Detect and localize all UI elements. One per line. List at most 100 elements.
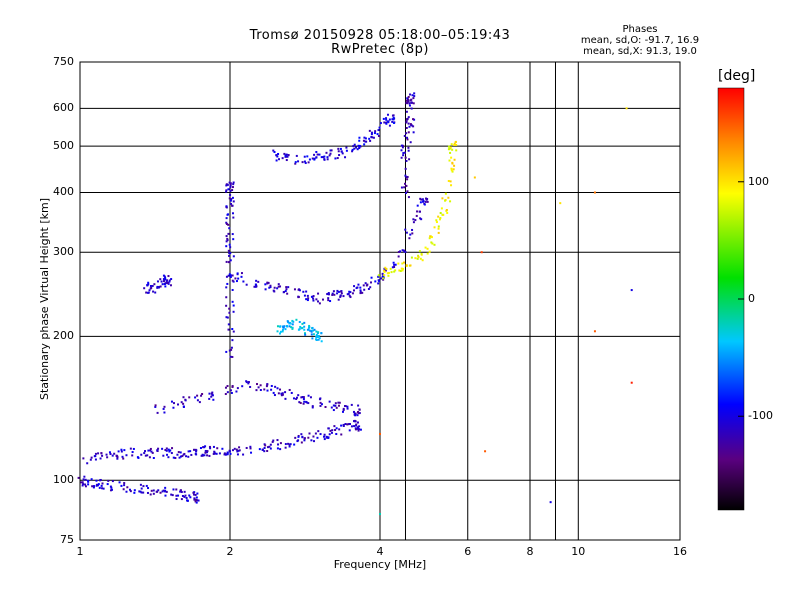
lower-E-trace-point [213, 450, 216, 453]
F1-trace-point [369, 281, 372, 284]
F2-upper-arc-point [318, 153, 321, 156]
X-mode-trace-point [433, 243, 436, 246]
F1-trace-point [425, 198, 428, 201]
X-mode-trace-point [385, 267, 388, 270]
lower-E-trace-point [185, 455, 188, 458]
cyan-cluster-point [276, 330, 279, 333]
scattered-point [379, 513, 381, 516]
cyan-cluster-point [304, 333, 307, 336]
mid-layer-point [270, 388, 273, 391]
y-tick-label: 75 [60, 533, 74, 546]
F1-trace-point [382, 275, 385, 278]
lower-E-trace-point [165, 449, 168, 452]
isolated-patch-point [170, 278, 173, 281]
F-vertical-at-2MHz-point [232, 330, 235, 333]
F1-trace-point [331, 293, 334, 296]
F1-cusp-point [407, 116, 410, 119]
mid-layer-point [279, 388, 282, 391]
lower-E-trace-point [303, 437, 306, 440]
F1-trace-point [346, 293, 349, 296]
isolated-patch-point [165, 281, 168, 284]
cyan-cluster-point [299, 325, 302, 328]
cyan-cluster-point [288, 325, 291, 328]
mid-layer-point [236, 387, 239, 390]
F1-trace-point [414, 219, 417, 222]
F1-cusp-point [406, 117, 409, 120]
cyan-cluster-point [284, 328, 287, 331]
F-vertical-at-2MHz-point [231, 204, 234, 207]
F-vertical-at-2MHz-point [227, 232, 230, 235]
es-cluster-low-point [175, 488, 178, 491]
F1-trace-point [318, 302, 321, 305]
F1-trace-point [361, 291, 364, 294]
F1-trace-point [327, 297, 330, 300]
lower-E-trace-point [174, 457, 177, 460]
grid-lines [79, 61, 681, 541]
mid-layer-point [319, 401, 322, 404]
mid-layer-point [208, 397, 211, 400]
cyan-cluster-point [279, 325, 282, 328]
cyan-cluster-point [315, 339, 318, 342]
es-cluster-low-point [81, 481, 84, 484]
lower-E-trace-point [277, 443, 280, 446]
F1-trace-point [321, 298, 324, 301]
lower-E-trace-point [218, 452, 221, 455]
X-mode-trace-point [387, 271, 390, 274]
X-mode-trace-point [401, 267, 404, 270]
F2-upper-arc-point [382, 117, 385, 120]
F1-cusp-point [406, 190, 409, 193]
F-vertical-at-2MHz-point [226, 213, 229, 216]
F1-cusp-point [412, 97, 415, 100]
F1-trace-point [394, 263, 397, 266]
X-mode-trace-point [450, 143, 453, 146]
X-mode-trace-point [405, 264, 408, 267]
lower-E-trace-point [258, 448, 261, 451]
F2-upper-arc-point [316, 153, 319, 156]
es-cluster-low-point [80, 481, 83, 484]
F1-trace-point [416, 210, 419, 213]
F2-upper-arc-point [323, 155, 326, 158]
F1-trace-point [277, 283, 280, 286]
mid-layer-point [302, 397, 305, 400]
mid-layer-point [307, 394, 310, 397]
F2-upper-arc-point [303, 160, 306, 163]
F1-cusp-point [410, 101, 413, 104]
F2-upper-arc-point [323, 158, 326, 161]
lower-E-trace-point [276, 439, 279, 442]
lower-E-trace-point [266, 449, 269, 452]
es-cluster-low-point [82, 478, 85, 481]
X-mode-trace-point [420, 252, 423, 255]
X-mode-trace-point [431, 242, 434, 245]
lower-E-trace-point [129, 447, 132, 450]
F-vertical-at-2MHz-point [228, 227, 231, 230]
lower-E-trace-point [177, 451, 180, 454]
es-cluster-low-point [197, 499, 200, 502]
lower-E-trace-point [249, 445, 252, 448]
lower-E-trace-point [200, 454, 203, 457]
F1-cusp-point [407, 95, 410, 98]
F-vertical-at-2MHz-point [226, 183, 229, 186]
lower-E-trace-point [143, 452, 146, 455]
F2-upper-arc-point [336, 157, 339, 160]
lower-E-trace-point [356, 427, 359, 430]
mid-layer-point [172, 402, 175, 405]
F-vertical-at-2MHz-point [225, 316, 228, 319]
es-cluster-low-point [107, 479, 110, 482]
F1-trace-point [273, 286, 276, 289]
F1-trace-point [423, 203, 426, 206]
es-cluster-low-point [162, 489, 165, 492]
mid-layer-point [196, 394, 199, 397]
X-mode-trace-point [454, 140, 457, 143]
mid-layer-point [266, 383, 269, 386]
lower-E-trace-point [313, 440, 316, 443]
F1-trace-point [234, 277, 237, 280]
X-mode-trace-point [409, 264, 412, 267]
mid-layer-point [182, 402, 185, 405]
F2-upper-arc-point [295, 154, 298, 157]
F1-cusp-point [408, 104, 411, 107]
lower-E-trace-point [208, 445, 211, 448]
es-cluster-low-point [98, 486, 101, 489]
lower-E-trace-point [214, 452, 217, 455]
F-vertical-at-2MHz-point [225, 183, 228, 186]
lower-E-trace-point [123, 449, 126, 452]
